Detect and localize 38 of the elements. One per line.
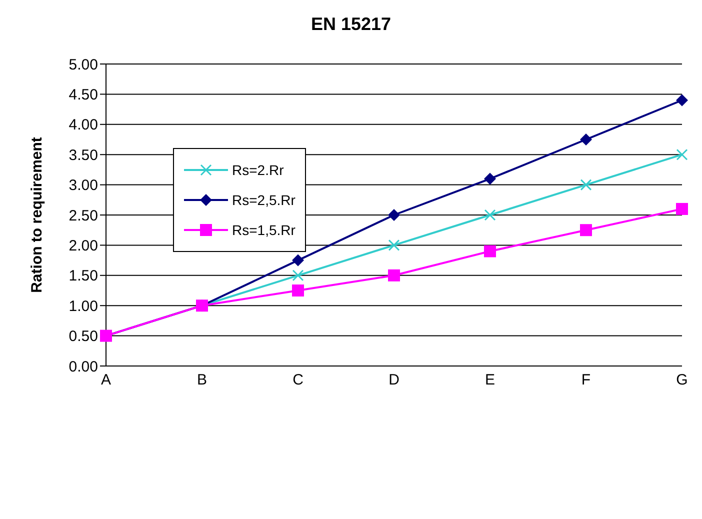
point — [484, 172, 496, 185]
point — [388, 209, 400, 221]
y-tick-label: 0.00 — [68, 358, 98, 376]
point — [292, 284, 304, 296]
y-axis-title: Ration to requirement — [28, 137, 46, 293]
x-tick-label: C — [292, 372, 304, 389]
y-tick-label: 1.00 — [68, 298, 98, 315]
point — [292, 254, 304, 266]
x-tick-label: F — [581, 372, 591, 389]
point — [388, 269, 400, 282]
y-tick-label: 2.50 — [68, 207, 98, 224]
point — [676, 94, 688, 106]
point — [580, 224, 592, 236]
point — [388, 239, 400, 251]
point — [580, 179, 592, 191]
y-tick-label: 4.50 — [68, 86, 98, 104]
y-tick-label: 2.00 — [68, 238, 98, 255]
point — [580, 134, 592, 146]
y-tick-label: 0.50 — [68, 328, 98, 346]
y-tick-label: 1.50 — [68, 268, 98, 285]
point — [676, 202, 688, 215]
point — [484, 209, 496, 221]
point — [484, 245, 496, 258]
y-tick-label: 3.00 — [68, 177, 98, 194]
chart-title: EN 15217 — [310, 13, 392, 36]
legend-label: Rs=2,5.Rr — [232, 192, 296, 208]
y-tick-label: 3.50 — [68, 146, 98, 164]
point — [292, 270, 304, 282]
x-tick-label: B — [196, 372, 208, 389]
y-tick-label: 5.00 — [68, 56, 98, 74]
x-tick-label: D — [388, 372, 400, 389]
x-tick-label: G — [676, 372, 688, 389]
legend-label: Rs=1,5.Rr — [232, 222, 296, 238]
point — [676, 148, 688, 160]
x-tick-label: A — [100, 372, 112, 389]
legend-label: Rs=2.Rr — [232, 162, 284, 178]
y-tick-label: 4.00 — [68, 116, 98, 134]
x-tick-label: E — [484, 372, 496, 389]
